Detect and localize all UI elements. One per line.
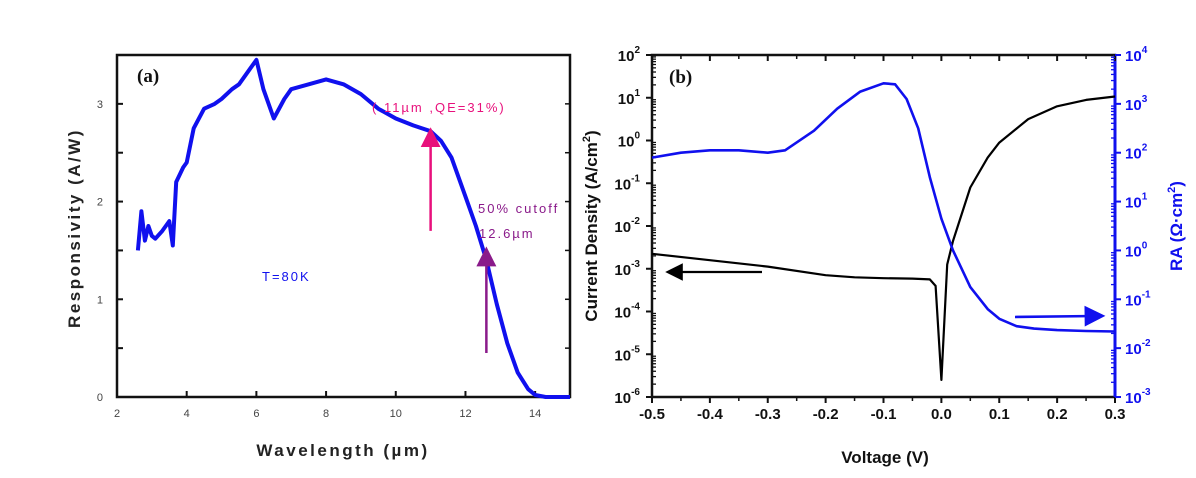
y-tick-label-b: 10-3 [614, 259, 640, 279]
panel-b-frame [650, 53, 1117, 399]
y2-tick-label-b: 10-3 [1125, 387, 1151, 407]
x-tick-label-a: 4 [184, 408, 190, 420]
panel-b-label: (b) [669, 67, 692, 88]
y-tick-label-a: 0 [97, 392, 103, 404]
x-tick-label-b: 0.1 [989, 406, 1010, 423]
y2-tick-label-b: 103 [1125, 94, 1148, 114]
y2-tick-label-b: 10-2 [1125, 338, 1151, 358]
x-tick-label-b: -0.4 [697, 406, 724, 423]
y2-tick-label-b: 10-1 [1125, 289, 1151, 309]
y2-tick-label-b: 101 [1125, 192, 1148, 212]
y-tick-label-b: 10-5 [614, 344, 640, 364]
y-tick-label-a: 1 [97, 294, 103, 306]
panel-b-chart: -0.5 -0.4 -0.3 -0.2 -0.1 0.0 0.1 0.2 0.3 10-6 10-… [581, 45, 1186, 467]
x-tick-label-b: 0.0 [931, 406, 952, 423]
x-tick-label-a: 2 [114, 408, 120, 420]
ra-curve [651, 82, 1116, 333]
x-tick-label-b: -0.1 [871, 406, 897, 423]
cutoff-annotation: 50% cutoff [478, 201, 559, 216]
x-tick-label-a: 8 [323, 408, 329, 420]
x-tick-label-a: 10 [390, 408, 402, 420]
current-density-curve [651, 95, 1116, 381]
x-axis-label-b: Voltage (V) [841, 448, 929, 467]
y-axis-label-a: Responsivity (A/W) [65, 128, 84, 328]
x-tick-label-b: 0.2 [1047, 406, 1068, 423]
temperature-annotation: T=80K [262, 269, 311, 284]
y2-tick-label-b: 104 [1125, 45, 1148, 65]
y-tick-label-b: 101 [618, 88, 641, 108]
x-tick-label-a: 12 [459, 408, 471, 420]
y-tick-label-a: 2 [97, 197, 103, 209]
y-tick-label-b: 10-6 [614, 387, 640, 407]
y-tick-label-b: 10-1 [614, 173, 640, 193]
y-tick-label-b: 100 [618, 131, 641, 151]
y-tick-label-a: 3 [97, 99, 103, 111]
y-axis-label-b: Current Density (A/cm2) [581, 130, 601, 321]
x-tick-label-b: -0.2 [813, 406, 839, 423]
qe-annotation: ( 11µm ,QE=31%) [372, 100, 506, 115]
y-tick-label-b: 102 [618, 45, 641, 65]
x-tick-label-b: 0.3 [1105, 406, 1126, 423]
right-axis-pointer-arrow [1014, 305, 1106, 327]
y-tick-label-b: 10-4 [614, 302, 640, 322]
y2-axis-label-b: RA (Ω·cm2) [1166, 181, 1186, 271]
panel-a-label: (a) [137, 66, 159, 87]
x-axis-label-a: Wavelength (µm) [256, 441, 429, 460]
x-tick-label-b: -0.3 [755, 406, 781, 423]
x-tick-label-a: 14 [529, 408, 541, 420]
panel-a-frame [115, 53, 572, 399]
x-tick-label-a: 6 [253, 408, 259, 420]
x-tick-label-b: -0.5 [639, 406, 665, 423]
y-tick-label-b: 10-2 [614, 216, 640, 236]
y2-tick-label-b: 102 [1125, 143, 1148, 163]
y2-tick-label-b: 100 [1125, 240, 1148, 260]
cutoff-wavelength-annotation: 12.6µm [479, 226, 535, 241]
